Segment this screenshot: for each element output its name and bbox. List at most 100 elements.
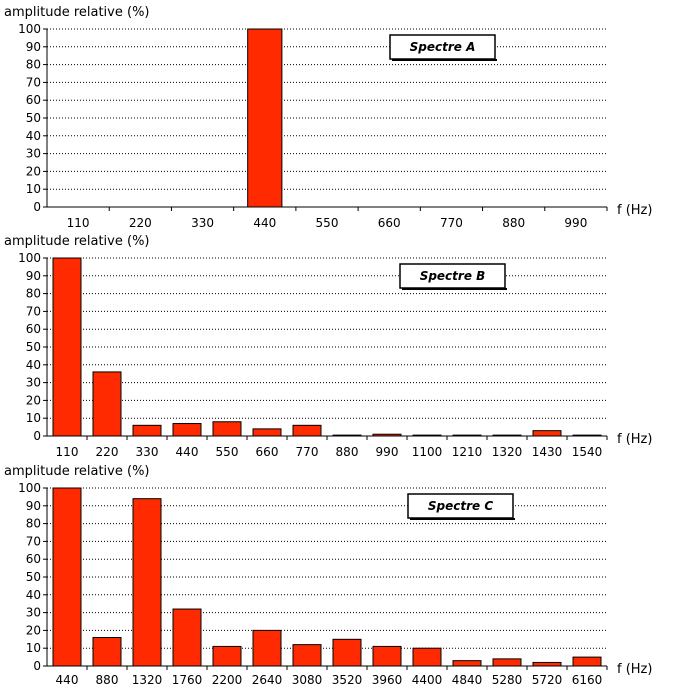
x-tick-label: 1320 [492, 445, 523, 459]
bar-110 [52, 257, 82, 437]
bar-550 [212, 421, 242, 437]
x-tick-label: 3520 [332, 673, 363, 687]
bar-4840 [452, 660, 482, 667]
y-tick-label: 70 [26, 304, 41, 318]
bar-4400 [412, 647, 442, 667]
x-tick-label: 550 [216, 445, 239, 459]
bar-1430 [532, 430, 562, 437]
y-tick-label: 60 [26, 322, 41, 336]
bar-1760 [172, 608, 202, 667]
y-axis-title: amplitude relative (%) [4, 5, 150, 20]
y-tick-label: 10 [26, 641, 41, 655]
x-tick-label: 220 [96, 445, 119, 459]
y-tick-label: 10 [26, 182, 41, 196]
legend-label: Spectre A [410, 40, 476, 54]
x-tick-label: 990 [376, 445, 399, 459]
x-tick-label: 440 [176, 445, 199, 459]
y-tick-label: 100 [18, 481, 41, 495]
bar-1210 [452, 434, 482, 437]
x-tick-label: 4840 [452, 673, 483, 687]
y-tick-label: 20 [26, 623, 41, 637]
y-tick-label: 70 [26, 534, 41, 548]
bar-1100 [412, 434, 442, 437]
x-tick-label: 1760 [172, 673, 203, 687]
y-tick-label: 100 [18, 22, 41, 36]
chart-3: amplitude relative (%) 0 10 20 30 40 50 60 70 80 9… [4, 464, 652, 687]
x-axis-unit: f (Hz) [617, 662, 652, 677]
bar-3520 [332, 638, 362, 667]
bar-1320 [492, 434, 522, 437]
bar-880 [332, 434, 362, 437]
x-tick-label: 770 [296, 445, 319, 459]
bar-220 [92, 371, 122, 437]
x-tick-label: 220 [129, 216, 152, 230]
y-tick-label: 60 [26, 93, 41, 107]
bar-6160 [572, 656, 602, 667]
bar-3080 [292, 644, 322, 667]
y-tick-label: 30 [26, 147, 41, 161]
x-tick-label: 330 [136, 445, 159, 459]
chart-1: amplitude relative (%) 0 10 20 30 40 50 60 70 80 9… [4, 5, 652, 230]
y-tick-label: 20 [26, 393, 41, 407]
x-tick-label: 5280 [492, 673, 523, 687]
x-tick-label: 3960 [372, 673, 403, 687]
y-tick-label: 90 [26, 499, 41, 513]
x-tick-label: 6160 [572, 673, 603, 687]
bar-660 [252, 428, 282, 437]
legend-box [389, 34, 496, 60]
x-tick-label: 880 [502, 216, 525, 230]
y-tick-label: 10 [26, 411, 41, 425]
legend-label: Spectre B [420, 269, 486, 283]
y-tick-label: 40 [26, 588, 41, 602]
bar-5280 [492, 658, 522, 667]
bar-2640 [252, 629, 282, 667]
x-tick-label: 880 [336, 445, 359, 459]
x-tick-label: 770 [440, 216, 463, 230]
x-tick-label: 2640 [252, 673, 283, 687]
legend-box [399, 263, 506, 289]
x-tick-label: 660 [256, 445, 279, 459]
x-tick-label: 1100 [412, 445, 443, 459]
legend-shadow [402, 288, 507, 290]
y-tick-label: 90 [26, 40, 41, 54]
bar-440 [172, 423, 202, 437]
x-tick-label: 4400 [412, 673, 443, 687]
x-tick-label: 440 [253, 216, 276, 230]
x-tick-label: 1210 [452, 445, 483, 459]
y-tick-label: 0 [33, 200, 41, 214]
x-axis-unit: f (Hz) [617, 203, 652, 218]
y-tick-label: 30 [26, 376, 41, 390]
x-tick-label: 1430 [532, 445, 563, 459]
bar-440 [52, 487, 82, 667]
x-tick-label: 3080 [292, 673, 323, 687]
y-tick-label: 40 [26, 358, 41, 372]
x-axis-unit: f (Hz) [617, 432, 652, 447]
y-tick-label: 30 [26, 606, 41, 620]
bar-3960 [372, 645, 402, 667]
x-tick-label: 660 [378, 216, 401, 230]
y-tick-label: 90 [26, 269, 41, 283]
bar-1320 [132, 498, 162, 667]
bar-990 [372, 433, 402, 437]
y-tick-label: 80 [26, 517, 41, 531]
bar-770 [292, 424, 322, 437]
x-tick-label: 2200 [212, 673, 243, 687]
legend-shadow [392, 59, 497, 61]
y-tick-label: 80 [26, 287, 41, 301]
y-tick-label: 0 [33, 429, 41, 443]
bar-440 [247, 28, 283, 208]
y-tick-label: 60 [26, 552, 41, 566]
bar-880 [92, 637, 122, 667]
x-tick-label: 440 [56, 673, 79, 687]
x-tick-label: 880 [96, 673, 119, 687]
x-tick-label: 5720 [532, 673, 563, 687]
x-tick-label: 110 [67, 216, 90, 230]
x-tick-label: 1320 [132, 673, 163, 687]
x-tick-label: 990 [564, 216, 587, 230]
y-tick-label: 40 [26, 129, 41, 143]
legend-shadow [410, 518, 515, 520]
chart-2: amplitude relative (%) 0 10 20 30 40 50 60 70 80 9… [4, 234, 652, 459]
bar-5720 [532, 661, 562, 667]
y-axis-title: amplitude relative (%) [4, 464, 150, 479]
